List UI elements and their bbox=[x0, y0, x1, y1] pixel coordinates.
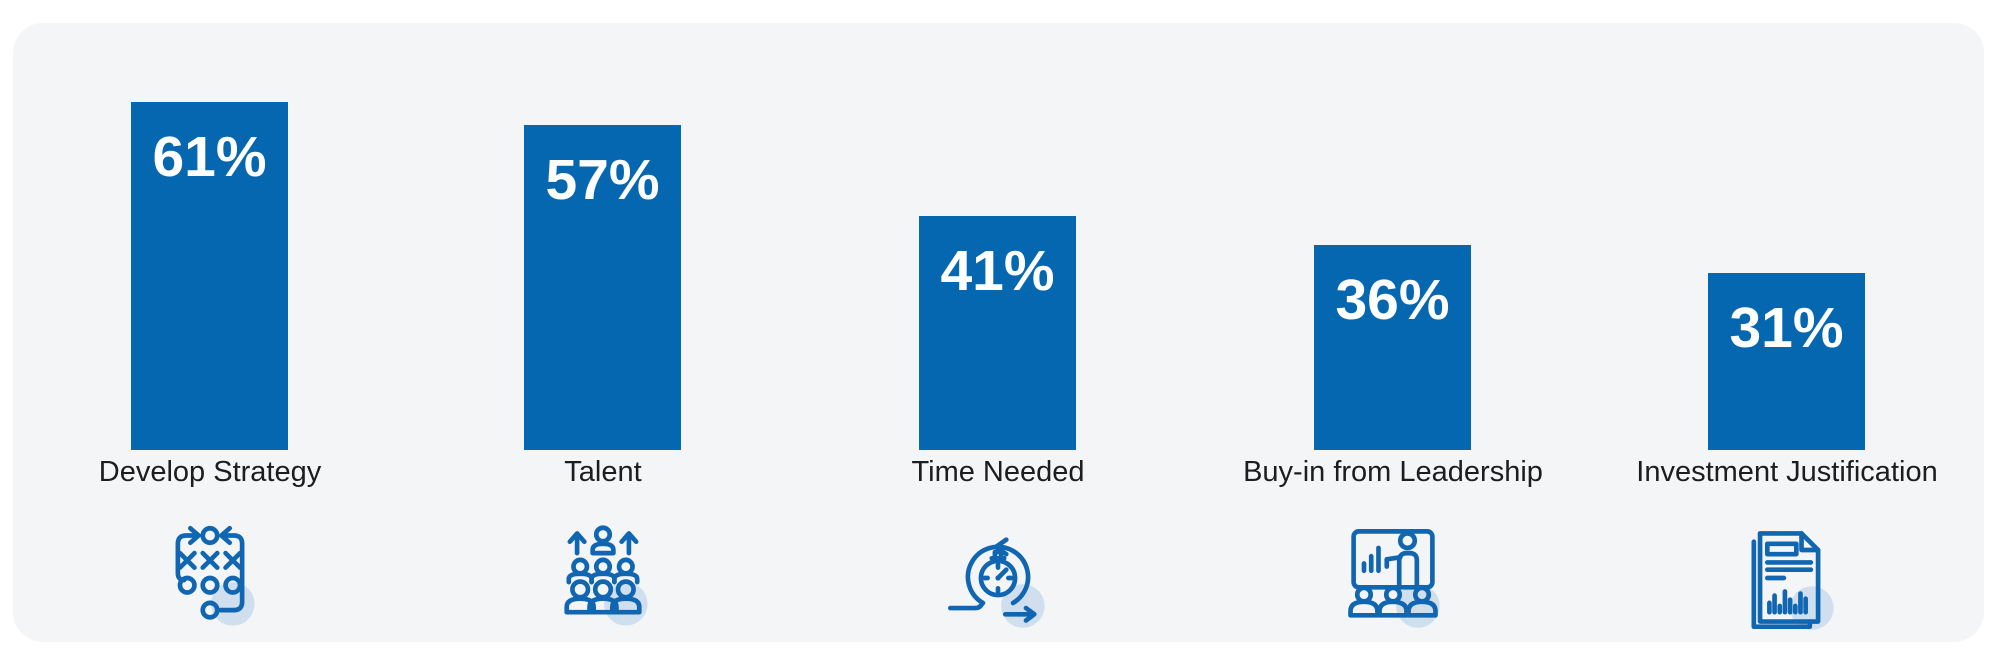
bar-value-label: 36% bbox=[1335, 268, 1450, 332]
category-label: Time Needed bbox=[911, 456, 1085, 488]
leadership-presentation-icon bbox=[1348, 529, 1440, 628]
agile-stopwatch-time-icon bbox=[947, 537, 1045, 628]
category-icon-slot bbox=[946, 521, 1050, 635]
category-label: Develop Strategy bbox=[98, 456, 322, 488]
investment-report-document-icon bbox=[1751, 531, 1834, 630]
bar-value-label: 61% bbox=[152, 125, 267, 189]
category-label: Investment Justification bbox=[1636, 456, 1938, 488]
bar: 31% bbox=[1708, 273, 1865, 450]
bar-value-label: 31% bbox=[1729, 296, 1844, 360]
category-icon-slot bbox=[551, 521, 655, 635]
bar: 36% bbox=[1314, 245, 1471, 450]
bar: 41% bbox=[919, 216, 1076, 450]
bar-group: 61% Develop Strategy bbox=[20, 0, 400, 655]
bar-value-label: 41% bbox=[940, 239, 1055, 303]
category-icon-slot bbox=[158, 521, 262, 635]
bar-group: 57% Talent bbox=[413, 0, 793, 655]
strategy-xo-playbook-icon bbox=[175, 525, 255, 626]
bar-group: 36% Buy-in from Leadership bbox=[1203, 0, 1583, 655]
talent-people-growth-icon bbox=[564, 525, 648, 626]
bar-value-label: 57% bbox=[545, 148, 660, 212]
category-label: Buy-in from Leadership bbox=[1243, 456, 1543, 488]
bar: 57% bbox=[524, 125, 681, 450]
category-icon-slot bbox=[1735, 521, 1839, 635]
bar-group: 31% Investment Justification bbox=[1597, 0, 1977, 655]
bar-group: 41% Time Needed bbox=[808, 0, 1188, 655]
category-label: Talent bbox=[564, 456, 642, 488]
category-icon-slot bbox=[1341, 521, 1445, 635]
bar: 61% bbox=[131, 102, 288, 450]
